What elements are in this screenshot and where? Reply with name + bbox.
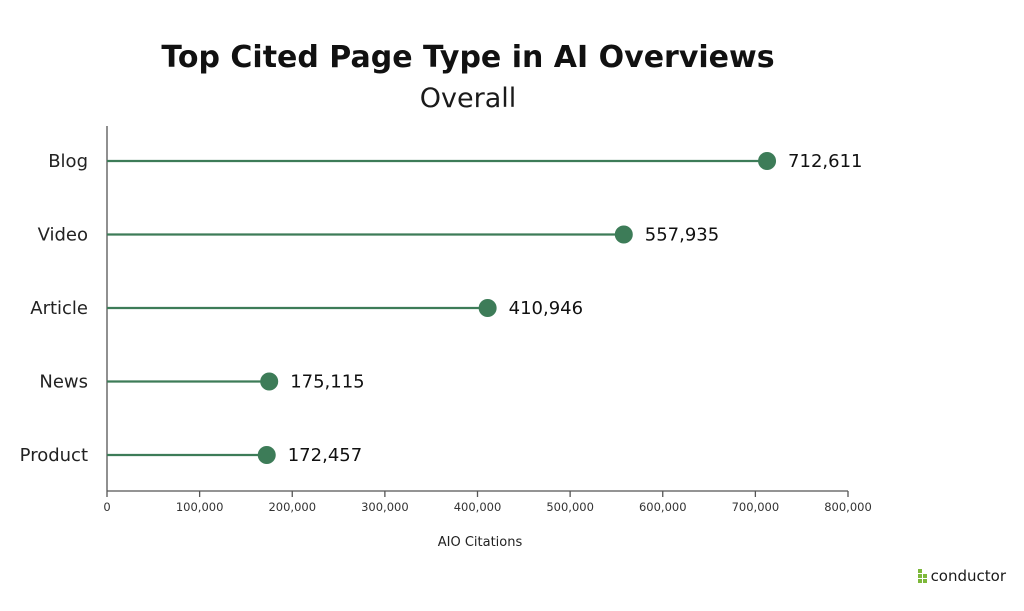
value-label: 712,611: [788, 151, 862, 172]
value-label: 172,457: [288, 445, 362, 466]
x-tick-label: 200,000: [268, 500, 316, 514]
x-tick-label: 500,000: [546, 500, 594, 514]
category-label: Article: [30, 298, 88, 319]
value-label: 557,935: [645, 225, 719, 246]
x-tick-label: 100,000: [176, 500, 224, 514]
category-label: Blog: [48, 151, 88, 172]
conductor-mark-icon: [917, 569, 927, 583]
value-label: 410,946: [509, 298, 583, 319]
x-tick-label: 700,000: [732, 500, 780, 514]
lollipop-dot: [260, 372, 279, 391]
lollipop-dot: [758, 152, 777, 170]
category-label: Product: [20, 445, 88, 466]
plot-area: 0 100,000 200,000 300,000 400,000 500,000 600,…: [20, 126, 872, 514]
x-tick-label: 400,000: [454, 500, 502, 514]
chart-subtitle: Overall: [420, 83, 517, 114]
category-label: News: [39, 372, 88, 393]
lollipop-dot: [257, 446, 276, 464]
lollipop-dot: [614, 225, 633, 244]
conductor-logo: conductor: [917, 567, 1006, 585]
x-tick-label: 800,000: [824, 500, 872, 514]
brand-name: conductor: [930, 567, 1006, 585]
chart-title: Top Cited Page Type in AI Overviews: [161, 40, 774, 75]
x-tick-label: 300,000: [361, 500, 409, 514]
lollipop-dot: [478, 299, 497, 317]
x-axis-title: AIO Citations: [438, 535, 523, 550]
category-label: Video: [38, 225, 88, 246]
value-label: 175,115: [290, 372, 364, 393]
x-tick-label: 0: [103, 500, 110, 514]
x-tick-label: 600,000: [639, 500, 687, 514]
